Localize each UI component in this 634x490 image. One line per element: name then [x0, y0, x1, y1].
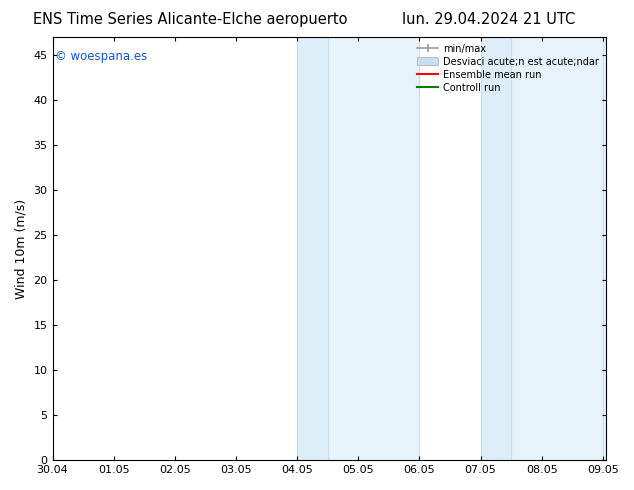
Y-axis label: Wind 10m (m/s): Wind 10m (m/s) [15, 198, 28, 299]
Legend: min/max, Desviaci acute;n est acute;ndar, Ensemble mean run, Controll run: min/max, Desviaci acute;n est acute;ndar… [413, 40, 603, 97]
Bar [297, 37, 328, 460]
Bar [481, 37, 511, 460]
Bar [511, 37, 606, 460]
Bar [328, 37, 419, 460]
Text: lun. 29.04.2024 21 UTC: lun. 29.04.2024 21 UTC [401, 12, 575, 27]
Text: © woespana.es: © woespana.es [55, 50, 148, 63]
Text: ENS Time Series Alicante-Elche aeropuerto: ENS Time Series Alicante-Elche aeropuert… [33, 12, 347, 27]
